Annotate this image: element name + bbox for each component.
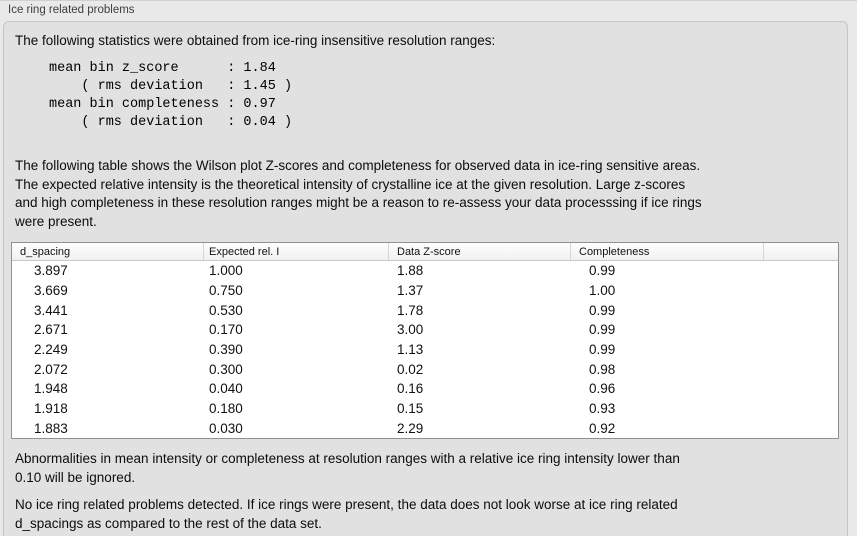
cell-completeness: 0.92 [589, 420, 616, 436]
ice-ring-panel: The following statistics were obtained f… [3, 21, 848, 536]
cell-expected-rel-i: 0.750 [209, 283, 243, 298]
cell-expected-rel-i: 0.170 [209, 322, 243, 338]
ignore-note: Abnormalities in mean intensity or compl… [15, 451, 680, 485]
cell-data-z-score: 0.15 [397, 401, 424, 417]
table-row[interactable]: 1.918 0.180 0.15 0.93 [12, 399, 838, 419]
cell-data-z-score: 1.13 [397, 342, 424, 358]
cell-d-spacing: 2.072 [34, 361, 68, 377]
table-header: d_spacing Expected rel. I Data Z-score C… [12, 243, 838, 261]
cell-expected-rel-i: 0.530 [209, 302, 243, 318]
column-header-completeness[interactable]: Completeness [570, 243, 763, 260]
table-row[interactable]: 2.249 0.390 1.13 0.99 [12, 340, 838, 360]
column-header-expected-rel-i[interactable]: Expected rel. I [203, 243, 388, 260]
column-header-d-spacing[interactable]: d_spacing [20, 245, 71, 258]
cell-expected-rel-i: 1.000 [209, 263, 243, 279]
cell-d-spacing: 3.669 [34, 283, 68, 298]
cell-d-spacing: 2.671 [34, 322, 68, 338]
table-row[interactable]: 2.072 0.300 0.02 0.98 [12, 359, 838, 379]
cell-d-spacing: 1.918 [34, 401, 68, 417]
cell-data-z-score: 0.16 [397, 381, 424, 397]
cell-expected-rel-i: 0.030 [209, 420, 243, 436]
cell-completeness: 0.99 [589, 263, 616, 279]
column-header-data-z-score[interactable]: Data Z-score [388, 243, 570, 260]
section-title: Ice ring related problems [8, 4, 135, 16]
cell-d-spacing: 3.441 [34, 302, 68, 318]
cell-expected-rel-i: 0.040 [209, 381, 243, 397]
cell-data-z-score: 1.88 [397, 263, 424, 279]
stats-block: mean bin z_score : 1.84 ( rms deviation … [49, 61, 293, 130]
ice-ring-table: d_spacing Expected rel. I Data Z-score C… [11, 242, 839, 439]
cell-completeness: 0.99 [589, 322, 616, 338]
table-row[interactable]: 1.883 0.030 2.29 0.92 [12, 418, 838, 438]
table-body: 3.897 1.000 1.88 0.99 3.669 0.750 1.37 1… [12, 261, 838, 438]
cell-data-z-score: 2.29 [397, 420, 424, 436]
cell-d-spacing: 1.883 [34, 420, 68, 436]
cell-completeness: 0.99 [589, 342, 616, 358]
cell-expected-rel-i: 0.390 [209, 342, 243, 358]
cell-data-z-score: 1.78 [397, 302, 424, 318]
cell-d-spacing: 3.897 [34, 263, 68, 279]
cell-data-z-score: 3.00 [397, 322, 424, 338]
cell-completeness: 0.99 [589, 302, 616, 318]
table-row[interactable]: 1.948 0.040 0.16 0.96 [12, 379, 838, 399]
column-header-empty[interactable] [763, 243, 838, 260]
table-row[interactable]: 3.669 0.750 1.37 1.00 [12, 281, 838, 301]
cell-completeness: 0.98 [589, 361, 616, 377]
cell-data-z-score: 0.02 [397, 361, 424, 377]
cell-completeness: 0.96 [589, 381, 616, 397]
table-description: The following table shows the Wilson plo… [15, 158, 702, 229]
intro-text: The following statistics were obtained f… [15, 33, 496, 48]
cell-data-z-score: 1.37 [397, 283, 424, 298]
table-row[interactable]: 3.441 0.530 1.78 0.99 [12, 300, 838, 320]
table-row[interactable]: 3.897 1.000 1.88 0.99 [12, 261, 838, 281]
cell-completeness: 1.00 [589, 283, 616, 298]
conclusion-text: No ice ring related problems detected. I… [15, 497, 678, 531]
cell-d-spacing: 2.249 [34, 342, 68, 358]
cell-expected-rel-i: 0.300 [209, 361, 243, 377]
table-row[interactable]: 2.671 0.170 3.00 0.99 [12, 320, 838, 340]
cell-expected-rel-i: 0.180 [209, 401, 243, 417]
cell-d-spacing: 1.948 [34, 381, 68, 397]
cell-completeness: 0.93 [589, 401, 616, 417]
